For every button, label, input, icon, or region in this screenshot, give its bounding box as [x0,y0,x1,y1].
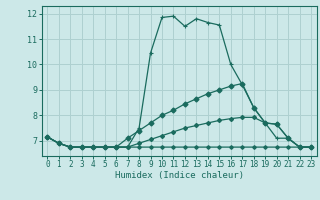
X-axis label: Humidex (Indice chaleur): Humidex (Indice chaleur) [115,171,244,180]
